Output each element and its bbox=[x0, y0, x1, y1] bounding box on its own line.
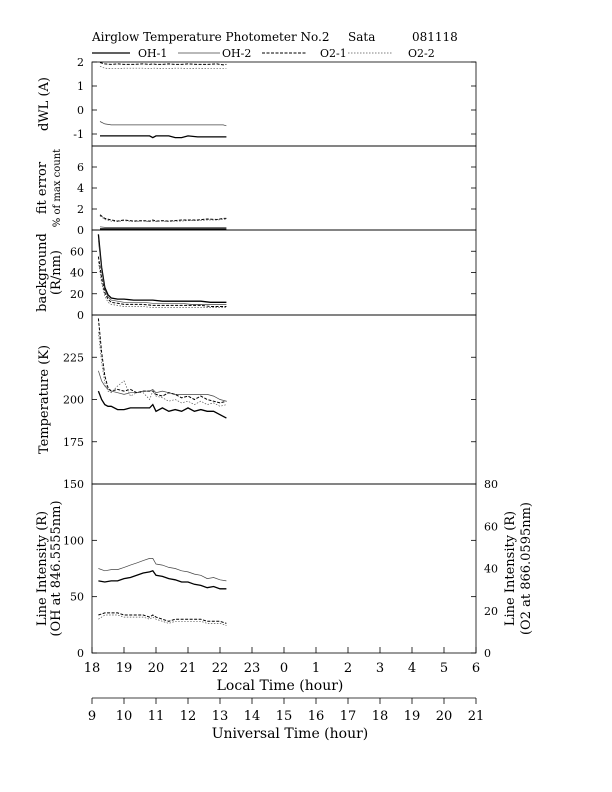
y-tick-label: 150 bbox=[63, 478, 84, 491]
local-time-tick-label: 1 bbox=[312, 661, 320, 676]
universal-time-tick-label: 21 bbox=[468, 709, 485, 724]
local-time-tick-label: 3 bbox=[376, 661, 384, 676]
y-right-axis-label: Line Intensity (R) bbox=[503, 511, 518, 626]
universal-time-tick-label: 15 bbox=[276, 709, 293, 724]
y-right-tick-label: 0 bbox=[484, 647, 491, 660]
legend-label-oh-1: OH-1 bbox=[138, 47, 167, 60]
local-time-tick-label: 23 bbox=[244, 661, 261, 676]
panel-frame bbox=[91, 145, 477, 231]
series-line-o2-2 bbox=[98, 331, 227, 407]
y-tick-label: 50 bbox=[70, 591, 84, 604]
y-tick-label: 1 bbox=[77, 80, 84, 93]
site-name: Sata bbox=[348, 30, 376, 44]
series-line-oh-2 bbox=[98, 558, 227, 582]
y-tick-label: 225 bbox=[63, 351, 84, 364]
series-line-oh-2 bbox=[99, 121, 227, 127]
y-tick-label: 2 bbox=[77, 56, 84, 69]
y-tick-label: 4 bbox=[77, 182, 84, 195]
local-time-tick-label: 21 bbox=[180, 661, 197, 676]
panel-dwl: -1 0 1 2 dWL (A) bbox=[37, 56, 477, 147]
universal-time-tick-label: 12 bbox=[180, 709, 197, 724]
y-tick-label: 6 bbox=[77, 161, 84, 174]
y-axis-label: (OH at 846.5555nm) bbox=[49, 500, 64, 636]
y-axis-label: % of max count bbox=[52, 149, 63, 227]
universal-time-tick-label: 16 bbox=[308, 709, 325, 724]
y-right-tick-label: 80 bbox=[484, 478, 498, 491]
series-line-oh-1 bbox=[98, 570, 227, 590]
y-tick-label: 40 bbox=[70, 267, 84, 280]
y-tick-label: 20 bbox=[70, 288, 84, 301]
series-line-oh-1 bbox=[97, 390, 227, 419]
series-line-oh-1 bbox=[100, 135, 227, 139]
universal-time-tick-label: 10 bbox=[116, 709, 133, 724]
series-line-oh-2 bbox=[98, 240, 227, 305]
legend-label-o2-2: O2-2 bbox=[408, 47, 435, 60]
y-tick-label: -1 bbox=[73, 128, 84, 141]
y-axis-label: (R/nm) bbox=[49, 250, 64, 295]
local-time-tick-label: 2 bbox=[344, 661, 352, 676]
local-time-tick-label: 6 bbox=[472, 661, 480, 676]
series-line-o2-1 bbox=[98, 612, 227, 624]
legend-label-o2-1: O2-1 bbox=[320, 47, 347, 60]
universal-time-tick-label: 18 bbox=[372, 709, 389, 724]
local-time-axis-label: Local Time (hour) bbox=[217, 678, 344, 694]
universal-time-tick-label: 11 bbox=[148, 709, 165, 724]
legend-label-oh-2: OH-2 bbox=[222, 47, 251, 60]
local-time-tick-label: 0 bbox=[280, 661, 288, 676]
series-line-o2-1 bbox=[99, 214, 227, 222]
y-tick-label: 2 bbox=[77, 203, 84, 216]
local-time-tick-label: 18 bbox=[84, 661, 101, 676]
panel-temperature: 175 200 225 Temperature (K) bbox=[37, 314, 477, 485]
series-line-o2-2 bbox=[99, 215, 227, 222]
y-tick-label: 0 bbox=[77, 224, 84, 237]
series-line-o2-1 bbox=[97, 318, 227, 404]
series-line-o2-2 bbox=[98, 614, 227, 626]
y-tick-label: 0 bbox=[77, 647, 84, 660]
y-right-tick-label: 60 bbox=[484, 520, 498, 533]
series-line-o2-2 bbox=[99, 65, 227, 70]
y-tick-label: 60 bbox=[70, 245, 84, 258]
y-right-axis-label: (O2 at 866.0595nm) bbox=[519, 502, 534, 635]
universal-time-tick-label: 19 bbox=[404, 709, 421, 724]
panel-background: 0 20 40 60 background (R/nm) bbox=[35, 229, 477, 322]
y-tick-label: 0 bbox=[77, 104, 84, 117]
y-axis-label: fit error bbox=[35, 161, 50, 214]
universal-time-tick-label: 17 bbox=[340, 709, 357, 724]
chart-title: Airglow Temperature Photometer No.2 bbox=[92, 30, 330, 44]
y-axis-label: Temperature (K) bbox=[37, 345, 52, 454]
panel-frame bbox=[91, 61, 477, 147]
local-time-tick-label: 19 bbox=[116, 661, 133, 676]
y-tick-label: 100 bbox=[63, 534, 84, 547]
series-line-oh-1 bbox=[97, 234, 227, 303]
panel-frame bbox=[91, 483, 477, 654]
y-tick-label: 0 bbox=[77, 309, 84, 322]
y-axis-label: background bbox=[35, 233, 50, 312]
y-axis-label: dWL (A) bbox=[37, 77, 52, 131]
series-line-oh-2 bbox=[99, 226, 227, 228]
y-axis-label: Line Intensity (R) bbox=[35, 511, 50, 626]
series-line-o2-1 bbox=[99, 62, 227, 66]
legend: OH-1 OH-2 O2-1 O2-2 bbox=[92, 47, 435, 60]
local-time-tick-label: 4 bbox=[408, 661, 416, 676]
universal-time-tick-label: 20 bbox=[436, 709, 453, 724]
panel-frame bbox=[91, 229, 477, 316]
local-time-tick-label: 20 bbox=[148, 661, 165, 676]
y-right-tick-label: 20 bbox=[484, 605, 498, 618]
universal-time-tick-label: 14 bbox=[244, 709, 261, 724]
local-time-tick-label: 22 bbox=[212, 661, 229, 676]
y-tick-label: 200 bbox=[63, 394, 84, 407]
observation-date: 081118 bbox=[412, 30, 458, 44]
local-time-tick-label: 5 bbox=[440, 661, 448, 676]
universal-time-tick-label: 9 bbox=[88, 709, 96, 724]
universal-time-tick-label: 13 bbox=[212, 709, 229, 724]
y-tick-label: 175 bbox=[63, 436, 84, 449]
series-line-o2-1 bbox=[97, 256, 227, 307]
universal-time-axis-label: Universal Time (hour) bbox=[212, 726, 369, 742]
y-right-tick-label: 40 bbox=[484, 563, 498, 576]
panel-fiterror: 0 2 4 6 fit error% of max count bbox=[35, 145, 477, 237]
